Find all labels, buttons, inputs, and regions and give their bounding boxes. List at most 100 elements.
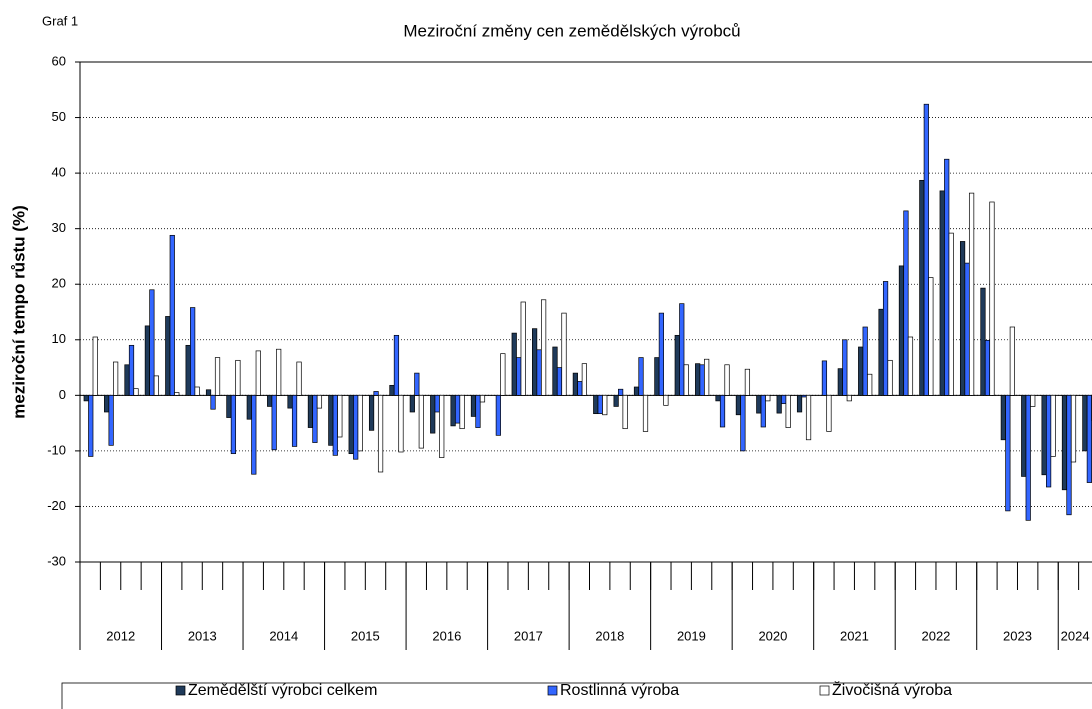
- bar: [642, 394, 649, 432]
- bar: [1005, 394, 1011, 512]
- bar: [475, 394, 481, 428]
- bar: [328, 394, 334, 446]
- y-tick-label: 30: [52, 220, 66, 235]
- bar: [862, 326, 868, 396]
- y-tick-label: 0: [59, 387, 66, 402]
- bar: [169, 234, 175, 396]
- y-tick-label: 40: [52, 165, 66, 180]
- bar: [124, 364, 130, 396]
- bar: [842, 339, 848, 396]
- bar: [928, 277, 934, 396]
- bar: [858, 346, 864, 396]
- bar: [536, 349, 542, 396]
- chart-title: Meziroční změny cen zemědělských výrobců: [403, 21, 740, 40]
- bar: [373, 391, 379, 396]
- y-tick-label: -10: [47, 442, 66, 457]
- bar: [165, 316, 171, 396]
- bar: [805, 394, 812, 441]
- bar: [821, 360, 828, 396]
- bar: [765, 394, 771, 402]
- bar: [724, 364, 730, 396]
- x-tick-label: 2024: [1061, 628, 1090, 643]
- x-tick-label: 2013: [188, 628, 217, 643]
- bar: [704, 358, 710, 396]
- bar: [409, 394, 415, 413]
- bar: [296, 361, 302, 396]
- bar: [479, 394, 486, 403]
- bar: [907, 336, 914, 396]
- bar: [658, 312, 664, 396]
- bar: [414, 372, 420, 396]
- y-tick-label: 50: [52, 109, 66, 124]
- bar: [1021, 394, 1027, 477]
- bar: [1009, 326, 1015, 396]
- legend-swatch: [547, 685, 558, 696]
- bar: [744, 368, 751, 396]
- bar: [948, 232, 954, 396]
- bar: [944, 158, 950, 396]
- chart-label: Graf 1: [42, 13, 78, 28]
- bar: [276, 348, 282, 396]
- bar: [572, 372, 578, 396]
- bar: [332, 394, 338, 456]
- bar: [826, 394, 832, 432]
- x-tick-label: 2014: [269, 628, 298, 643]
- bar: [887, 359, 893, 396]
- bar: [418, 394, 424, 449]
- x-tick-label: 2022: [921, 628, 950, 643]
- bar: [246, 394, 252, 420]
- bar: [174, 392, 180, 396]
- bar: [459, 394, 465, 430]
- bar: [532, 328, 538, 396]
- bar: [149, 289, 155, 396]
- bar: [398, 394, 404, 453]
- bar: [622, 394, 628, 430]
- bar: [291, 394, 298, 447]
- bar: [801, 394, 807, 398]
- y-tick-label: 10: [52, 331, 66, 346]
- bar: [439, 394, 445, 458]
- bar: [939, 190, 945, 396]
- plot-frame: [79, 61, 1092, 563]
- bar: [597, 394, 603, 415]
- bar: [964, 262, 970, 396]
- bar: [638, 357, 644, 396]
- bar: [781, 394, 787, 405]
- bar: [715, 394, 721, 402]
- bar: [989, 201, 995, 396]
- bar: [88, 394, 94, 457]
- bar: [613, 394, 619, 407]
- bar: [1000, 394, 1006, 441]
- bar: [495, 394, 501, 436]
- x-tick-label: 2016: [432, 628, 461, 643]
- bar: [312, 394, 318, 443]
- bar: [128, 344, 135, 396]
- bar: [903, 210, 909, 396]
- bar: [654, 357, 660, 396]
- bar: [837, 368, 843, 396]
- legend-swatch: [175, 685, 186, 696]
- bar: [663, 394, 669, 406]
- bar: [368, 394, 375, 431]
- bar: [210, 394, 216, 410]
- bar: [878, 308, 884, 396]
- x-tick-label: 2017: [514, 628, 543, 643]
- bar: [357, 394, 363, 452]
- bar: [776, 394, 782, 414]
- bar: [1030, 394, 1036, 407]
- bar: [577, 381, 583, 396]
- bar: [556, 367, 563, 396]
- bar: [144, 325, 150, 396]
- y-axis-label: meziroční tempo růstu (%): [9, 205, 28, 418]
- bar: [235, 359, 241, 396]
- x-tick-label: 2019: [677, 628, 706, 643]
- bar: [108, 394, 114, 446]
- bar: [674, 334, 680, 396]
- bar: [683, 364, 689, 396]
- bar: [719, 394, 726, 428]
- bar: [882, 281, 889, 396]
- bar: [593, 394, 599, 415]
- bar: [541, 299, 547, 396]
- x-tick-label: 2020: [758, 628, 787, 643]
